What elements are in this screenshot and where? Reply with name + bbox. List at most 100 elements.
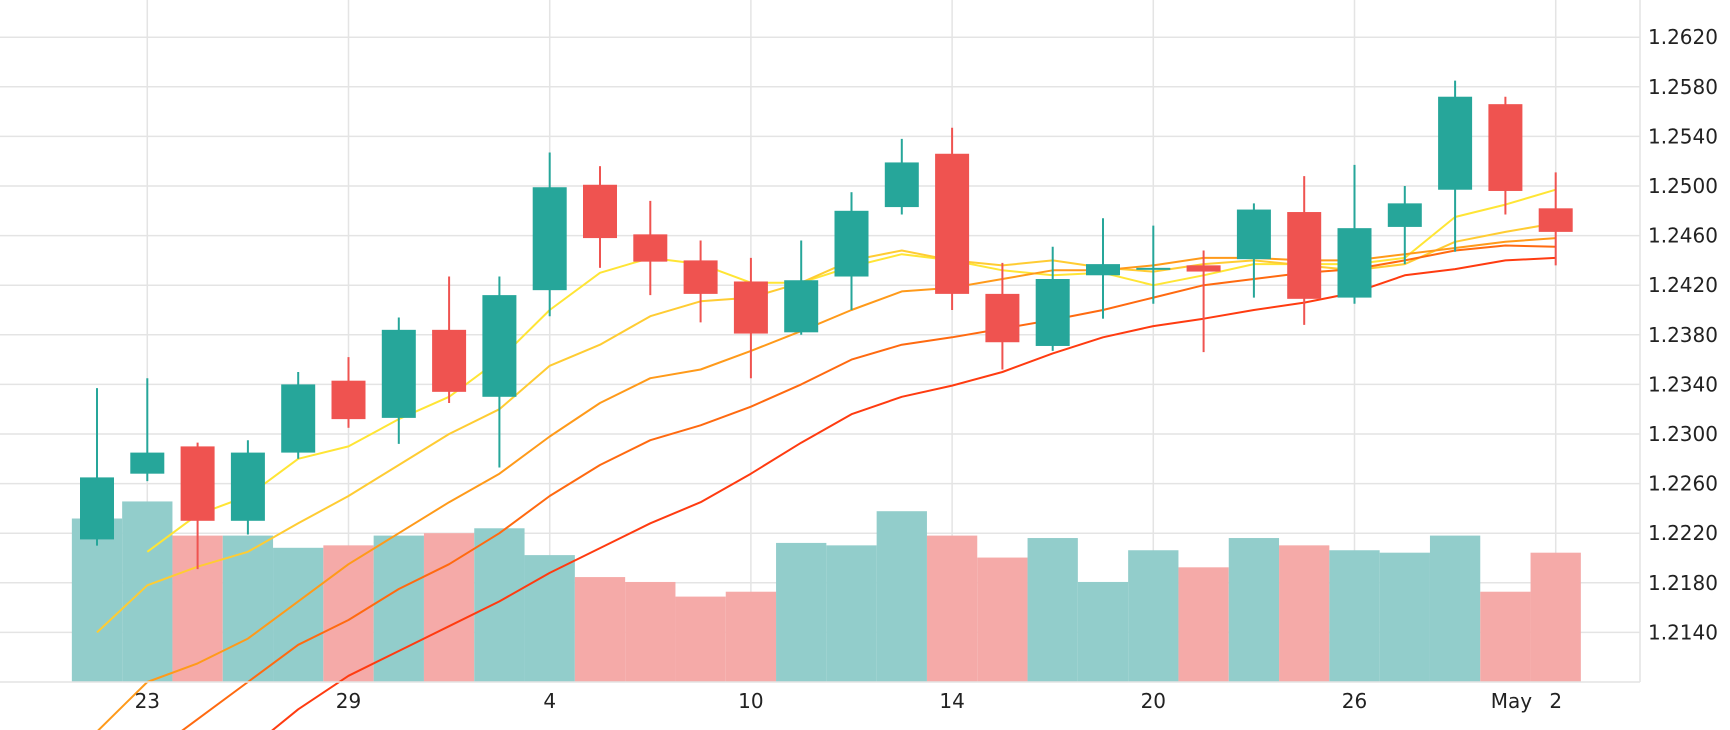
date-tick-label: 20 (1141, 689, 1166, 713)
candle (1287, 176, 1322, 325)
candle (230, 440, 265, 535)
volume-bar (71, 518, 123, 682)
price-tick-label: 1.2620 (1648, 25, 1718, 49)
candle-body (1387, 203, 1422, 227)
candle (834, 192, 869, 310)
volume-bar (1530, 552, 1581, 682)
candle (1387, 186, 1422, 265)
volume-bar (1279, 545, 1330, 682)
candle-body (834, 210, 869, 277)
volume-bar (423, 533, 475, 682)
volume-bar (1178, 567, 1229, 682)
candle (80, 388, 114, 546)
candle (482, 276, 517, 468)
candle-body (633, 234, 668, 262)
volume-bars (71, 501, 1581, 682)
candle (935, 127, 970, 310)
candle (985, 262, 1020, 370)
volume-bar (323, 545, 374, 682)
price-tick-label: 1.2380 (1648, 323, 1718, 347)
volume-bar (373, 535, 424, 682)
date-tick-label: 26 (1342, 689, 1367, 713)
volume-bar (222, 535, 274, 682)
candle-body (1136, 267, 1171, 270)
candle (432, 276, 467, 403)
candle-body (281, 384, 316, 453)
candle-body (1186, 265, 1221, 272)
candle (884, 138, 919, 215)
candle-body (1035, 279, 1070, 346)
candle (381, 317, 416, 444)
volume-bar (675, 596, 726, 682)
volume-bar (1228, 538, 1280, 682)
candles (80, 80, 1573, 570)
axes: 1.2620 1.2580 1.2540 1.2500 1.2460 1.2420 1.23… (0, 0, 1718, 713)
price-tick-label: 1.2260 (1648, 472, 1718, 496)
candle-body (432, 329, 467, 392)
volume-bar (776, 542, 827, 682)
candle-body (1236, 209, 1271, 260)
date-tick-label: 4 (543, 689, 556, 713)
candle-body (1287, 212, 1322, 299)
candle-body (230, 452, 265, 521)
price-tick-label: 1.2500 (1648, 174, 1718, 198)
candle (633, 200, 668, 296)
candle (1236, 203, 1271, 298)
volume-bar (1329, 550, 1380, 682)
candle (784, 240, 819, 335)
price-tick-label: 1.2460 (1648, 224, 1718, 248)
volume-bar (977, 557, 1028, 682)
candle (1337, 164, 1372, 304)
volume-bar (926, 535, 978, 682)
candle (331, 357, 366, 428)
volume-bar (524, 555, 575, 682)
candle-body (784, 280, 819, 333)
candle-body (482, 295, 517, 397)
volume-bar (574, 577, 626, 682)
candle-body (532, 187, 567, 291)
volume-bar (1077, 581, 1129, 682)
candle (1538, 172, 1573, 266)
volume-bar (1429, 535, 1481, 682)
volume-bar (1027, 538, 1078, 682)
price-tick-label: 1.2540 (1648, 124, 1718, 148)
candle (1488, 96, 1523, 215)
volume-bar (1128, 550, 1179, 682)
candle-body (1488, 104, 1523, 191)
candle-body (331, 380, 366, 420)
price-tick-label: 1.2220 (1648, 521, 1718, 545)
candle (1136, 225, 1171, 304)
candle (532, 152, 567, 317)
volume-bar (1480, 591, 1531, 682)
price-tick-label: 1.2300 (1648, 422, 1718, 446)
candle-body (884, 162, 919, 208)
volume-bar (1379, 552, 1430, 682)
candle-body (1337, 228, 1372, 298)
candle-body (1086, 264, 1120, 276)
candle (1035, 246, 1070, 351)
price-tick-label: 1.2340 (1648, 372, 1718, 396)
candle-body (1438, 96, 1473, 190)
candle-body (935, 153, 970, 294)
candle (583, 166, 617, 268)
candle (130, 378, 165, 482)
candle (1186, 250, 1221, 353)
volume-bar (625, 581, 676, 682)
candle (281, 372, 316, 459)
volume-bar (826, 545, 877, 682)
candle-body (381, 329, 416, 418)
price-tick-label: 1.2140 (1648, 620, 1718, 644)
volume-bar (122, 501, 173, 682)
price-tick-label: 1.2420 (1648, 273, 1718, 297)
candle-body (985, 293, 1020, 343)
candle-body (80, 477, 114, 540)
price-tick-label: 1.2580 (1648, 75, 1718, 99)
candle (1438, 80, 1473, 252)
volume-bar (876, 511, 927, 682)
candle-body (733, 281, 768, 334)
date-tick-label: 10 (738, 689, 763, 713)
candle (683, 240, 718, 323)
volume-bar (474, 528, 525, 682)
